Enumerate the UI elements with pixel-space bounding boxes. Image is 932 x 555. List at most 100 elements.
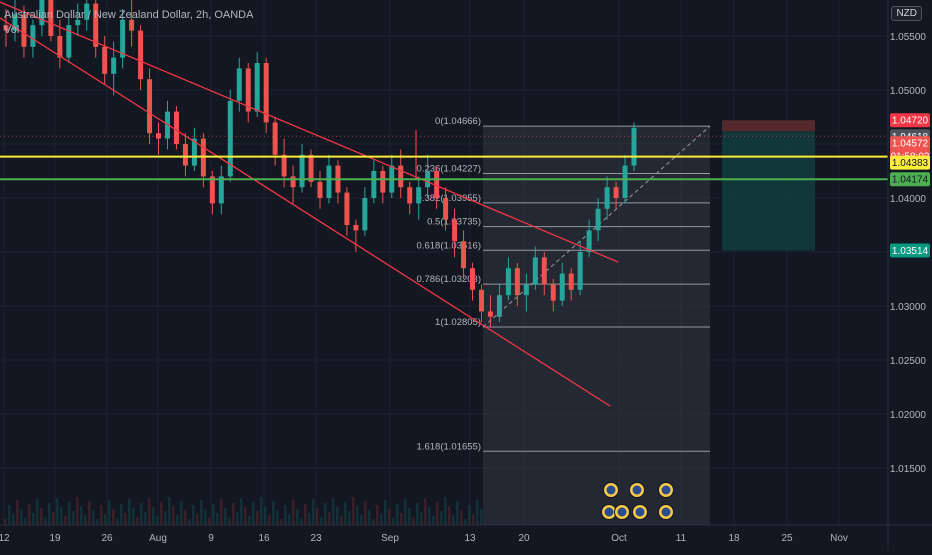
- volume-bar: [476, 500, 479, 525]
- candle-body: [604, 187, 610, 209]
- candle-body: [21, 14, 27, 47]
- candle-body: [84, 3, 90, 20]
- take-profit-zone: [722, 131, 815, 251]
- volume-bar: [408, 508, 411, 525]
- candle-body: [568, 273, 574, 290]
- candle-body: [281, 154, 287, 177]
- volume-bar: [240, 498, 243, 525]
- volume-bar: [208, 518, 211, 525]
- volume-bar: [156, 516, 159, 525]
- candle-body: [461, 241, 467, 269]
- x-tick-label: 25: [781, 533, 793, 544]
- stop-loss-zone: [722, 120, 815, 132]
- candle-body: [3, 25, 9, 31]
- volume-bar: [232, 503, 235, 525]
- volume-bar: [440, 511, 443, 525]
- candle-body: [416, 187, 422, 204]
- volume-bar: [452, 515, 455, 525]
- candle-body: [39, 0, 45, 26]
- target-price-label-bg: [890, 243, 930, 258]
- volume-bar: [256, 511, 259, 525]
- volume-bar: [340, 516, 343, 525]
- candle-body: [541, 257, 547, 285]
- volume-bar: [444, 497, 447, 525]
- volume-bar: [348, 511, 351, 525]
- trend-lines[interactable]: [0, 1, 888, 407]
- volume-bar: [412, 517, 415, 525]
- fib-level-label: 0.236(1.04227): [417, 163, 481, 174]
- volume-bar: [344, 502, 347, 525]
- volume-bar: [184, 510, 187, 525]
- fib-zone: [483, 126, 710, 526]
- volume-bar: [404, 499, 407, 525]
- event-marker-icon-inner: [635, 507, 645, 517]
- candle-body: [505, 268, 511, 296]
- volume-bar: [368, 510, 371, 525]
- volume-bar: [164, 511, 167, 525]
- yellow-level-label: 1.04383: [892, 158, 929, 169]
- event-marker-icon-inner: [606, 485, 616, 495]
- volume-bar: [420, 512, 423, 525]
- candle-body: [75, 19, 81, 26]
- candle-body: [344, 192, 350, 225]
- volume-bar: [180, 501, 183, 525]
- candle-body: [263, 63, 269, 123]
- volume-bar: [244, 507, 247, 525]
- volume-bar: [124, 513, 127, 525]
- x-tick-label: 11: [676, 533, 687, 544]
- candle-body: [550, 284, 556, 301]
- candle-body: [398, 165, 404, 188]
- candle-body: [173, 111, 179, 144]
- currency-chip[interactable]: NZD: [891, 6, 922, 21]
- event-markers[interactable]: [601, 482, 674, 520]
- volume-bar: [424, 498, 427, 525]
- candle-body: [478, 289, 484, 312]
- volume-bar: [52, 512, 55, 525]
- volume-bar: [288, 514, 291, 525]
- volume-bar: [448, 506, 451, 525]
- candle-body: [209, 176, 215, 204]
- candle-body: [380, 171, 386, 193]
- candle-body: [254, 63, 260, 112]
- volume-bar: [276, 510, 279, 525]
- fibonacci-retracement[interactable]: 0(1.04666) 0.236(1.04227) 0.382(1.03955) 0.…: [417, 116, 711, 452]
- volume-bar: [220, 499, 223, 525]
- candle-body: [407, 187, 413, 204]
- candle-body: [622, 165, 628, 198]
- volume-bar: [272, 501, 275, 525]
- green-level-label-bg: [890, 172, 930, 187]
- volume-bar: [480, 509, 483, 525]
- candle-body: [12, 14, 18, 31]
- volume-bar: [172, 506, 175, 525]
- candle-body: [156, 133, 162, 139]
- x-tick-label: Oct: [611, 533, 627, 544]
- candle-body: [147, 79, 153, 134]
- volume-bar: [280, 519, 283, 525]
- candle-body: [308, 154, 314, 182]
- volume-bar: [296, 509, 299, 525]
- event-marker-icon-inner: [661, 485, 671, 495]
- volume-bar: [100, 505, 103, 525]
- time-axis[interactable]: 12 19 26 Aug 9 16 23 Sep 13 20 Oct 11 18 25 Nov: [0, 524, 932, 544]
- candle-body: [191, 138, 197, 166]
- volume-bar: [360, 515, 363, 525]
- volume-bar: [120, 504, 123, 525]
- volume-bar: [168, 497, 171, 525]
- volume-bar: [32, 513, 35, 525]
- volume-bar: [460, 510, 463, 525]
- volume-bar: [144, 512, 147, 525]
- candle-body: [182, 144, 188, 166]
- channel-lower-line: [0, 17, 611, 407]
- volume-bar: [44, 517, 47, 525]
- volume-bar: [48, 503, 51, 525]
- candle-body: [227, 100, 233, 177]
- price-axis[interactable]: 1.055001.050001.045001.040001.035001.030…: [887, 0, 930, 550]
- grid: [0, 0, 888, 525]
- candle-body: [317, 181, 323, 198]
- volume-bar: [60, 507, 63, 525]
- volume-bar: [72, 511, 75, 525]
- volume-bar: [192, 505, 195, 525]
- volume-bar: [380, 514, 383, 525]
